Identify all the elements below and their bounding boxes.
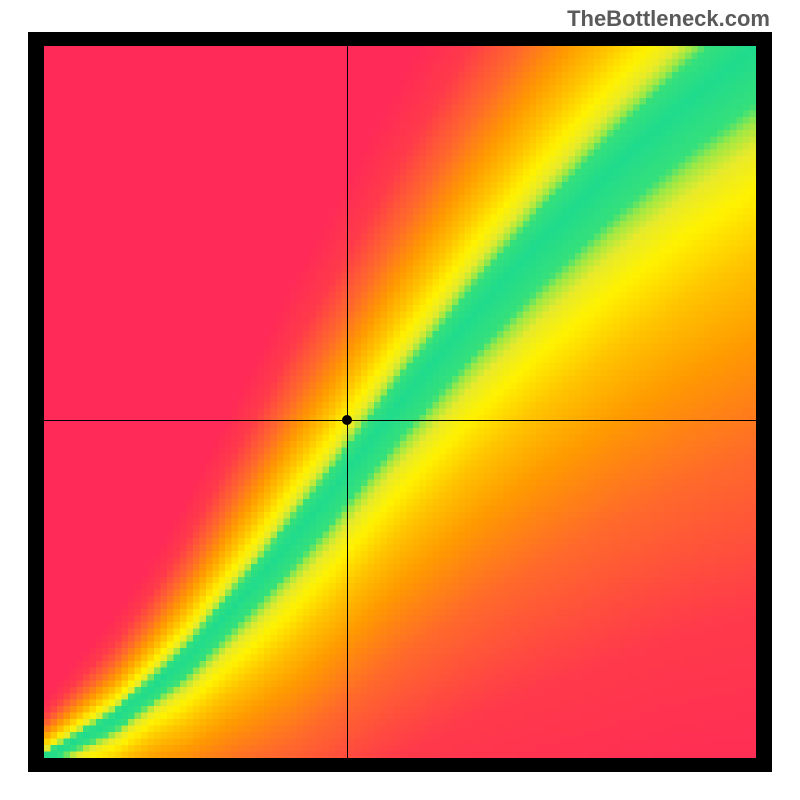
plot-area bbox=[44, 46, 756, 758]
watermark-text: TheBottleneck.com bbox=[567, 6, 770, 32]
selection-marker[interactable] bbox=[342, 415, 352, 425]
crosshair-horizontal bbox=[44, 420, 756, 421]
plot-frame bbox=[28, 32, 772, 772]
heatmap-canvas bbox=[44, 46, 756, 758]
crosshair-vertical bbox=[347, 46, 348, 758]
